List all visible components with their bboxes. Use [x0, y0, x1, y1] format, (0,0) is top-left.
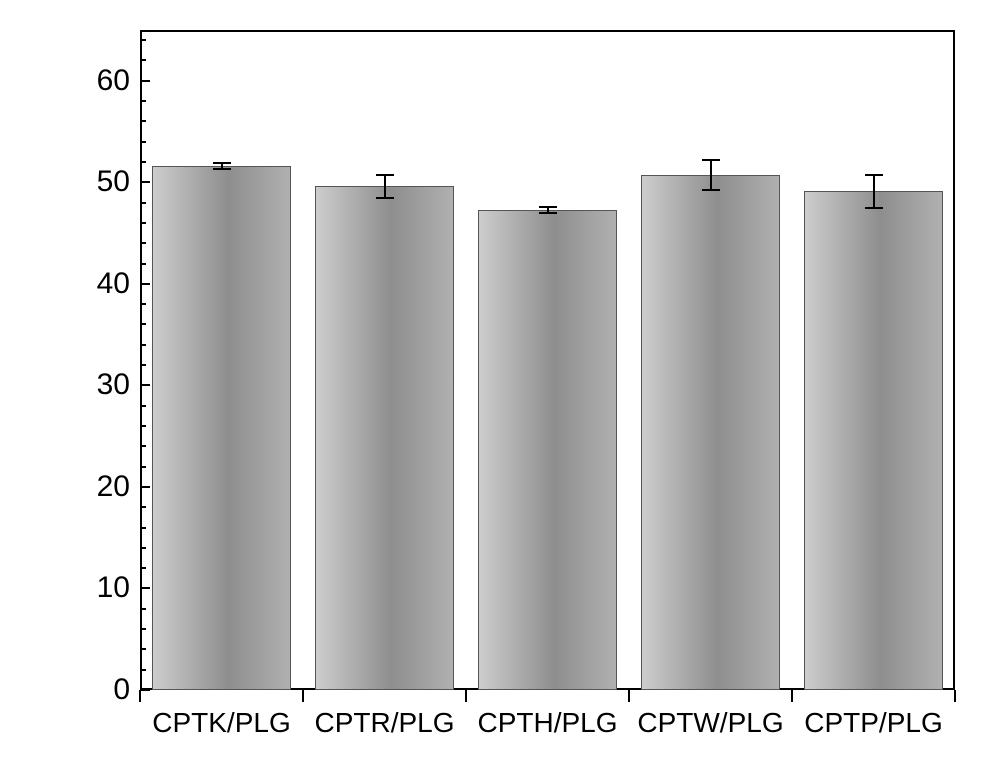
x-tick-mark: [139, 690, 141, 702]
error-cap: [865, 207, 883, 209]
error-cap: [376, 174, 394, 176]
y-minor-tick: [140, 567, 146, 569]
bar: [315, 186, 454, 690]
y-minor-tick: [140, 120, 146, 122]
y-minor-tick: [140, 141, 146, 143]
bar: [478, 210, 617, 690]
y-minor-tick: [140, 608, 146, 610]
y-minor-tick: [140, 242, 146, 244]
y-minor-tick: [140, 222, 146, 224]
error-cap: [539, 212, 557, 214]
y-minor-tick: [140, 466, 146, 468]
y-minor-tick: [140, 628, 146, 630]
y-minor-tick: [140, 669, 146, 671]
error-cap: [213, 162, 231, 164]
y-minor-tick: [140, 506, 146, 508]
y-tick-label: 40: [97, 267, 130, 301]
y-tick-label: 0: [113, 673, 130, 707]
error-cap: [865, 174, 883, 176]
error-cap: [213, 168, 231, 170]
y-minor-tick: [140, 648, 146, 650]
y-tick-mark: [140, 283, 150, 285]
y-minor-tick: [140, 445, 146, 447]
error-bar: [384, 175, 386, 197]
y-minor-tick: [140, 364, 146, 366]
y-minor-tick: [140, 263, 146, 265]
error-cap: [702, 189, 720, 191]
y-minor-tick: [140, 39, 146, 41]
y-minor-tick: [140, 344, 146, 346]
y-tick-label: 10: [97, 571, 130, 605]
bar: [641, 175, 780, 690]
x-tick-label: CPTK/PLG: [152, 707, 290, 739]
error-bar: [710, 160, 712, 190]
y-minor-tick: [140, 202, 146, 204]
x-tick-label: CPTP/PLG: [804, 707, 942, 739]
y-minor-tick: [140, 303, 146, 305]
error-cap: [539, 206, 557, 208]
chart-container: Particle Size (nm) 0102030405060 CPTK/PL…: [0, 0, 1000, 764]
x-tick-mark: [302, 690, 304, 702]
y-minor-tick: [140, 100, 146, 102]
y-minor-tick: [140, 547, 146, 549]
x-tick-mark: [465, 690, 467, 702]
y-minor-tick: [140, 405, 146, 407]
x-tick-mark: [628, 690, 630, 702]
y-tick-mark: [140, 181, 150, 183]
y-tick-mark: [140, 486, 150, 488]
y-minor-tick: [140, 425, 146, 427]
y-tick-label: 50: [97, 165, 130, 199]
y-minor-tick: [140, 323, 146, 325]
y-tick-mark: [140, 689, 150, 691]
x-tick-label: CPTW/PLG: [637, 707, 783, 739]
y-tick-label: 60: [97, 64, 130, 98]
y-minor-tick: [140, 161, 146, 163]
y-tick-label: 20: [97, 470, 130, 504]
error-cap: [702, 159, 720, 161]
x-tick-label: CPTR/PLG: [314, 707, 454, 739]
error-bar: [873, 175, 875, 207]
x-tick-mark: [954, 690, 956, 702]
y-minor-tick: [140, 527, 146, 529]
y-minor-tick: [140, 59, 146, 61]
y-tick-mark: [140, 384, 150, 386]
y-tick-label: 30: [97, 368, 130, 402]
x-tick-label: CPTH/PLG: [477, 707, 617, 739]
x-tick-mark: [791, 690, 793, 702]
y-tick-mark: [140, 80, 150, 82]
bar: [152, 166, 291, 690]
bar: [804, 191, 943, 690]
error-cap: [376, 197, 394, 199]
y-tick-mark: [140, 587, 150, 589]
